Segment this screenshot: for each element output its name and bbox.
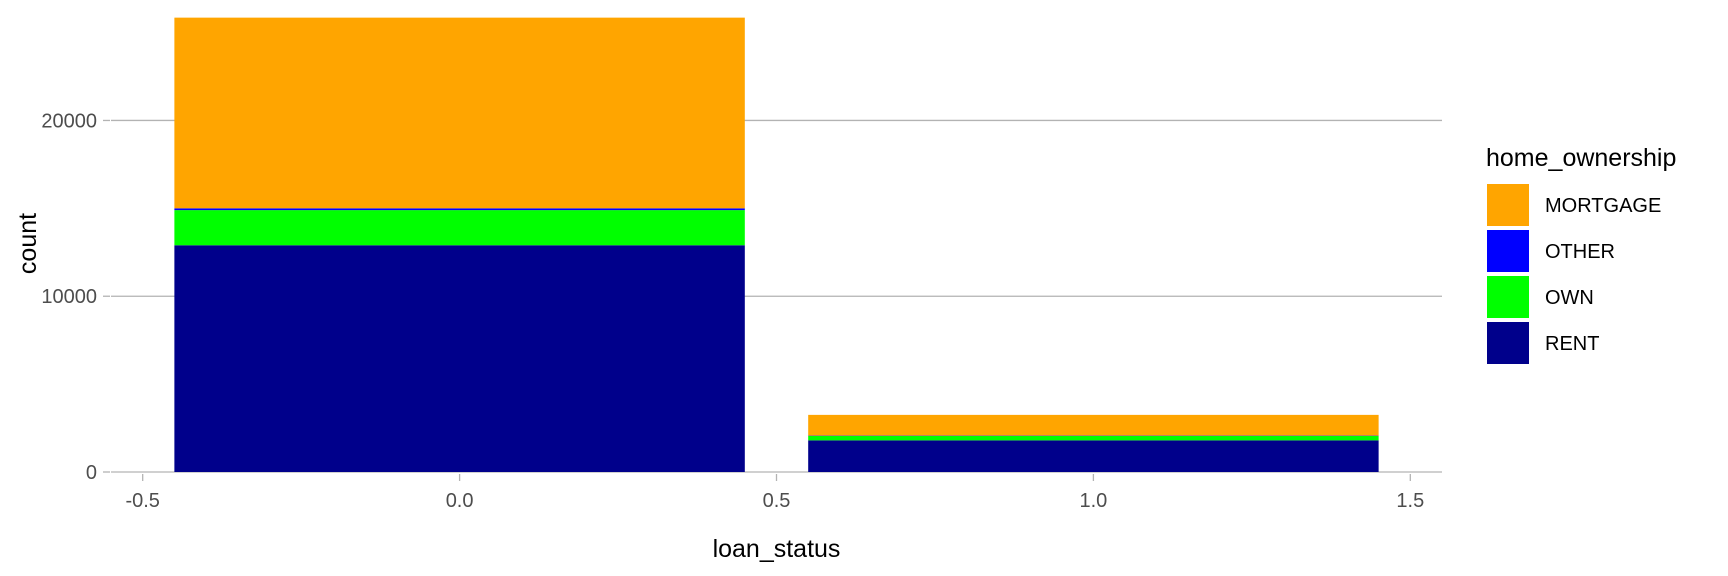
bar-segment-own-1: [808, 435, 1379, 441]
y-axis: 0 10000 20000: [41, 110, 110, 484]
legend-key-own: [1485, 274, 1531, 320]
legend-label-other: OTHER: [1545, 241, 1615, 263]
y-tick-label: 0: [86, 462, 97, 484]
bars: [174, 17, 1379, 472]
bar-segment-mortgage-1: [808, 414, 1379, 436]
legend-key-mortgage: [1485, 182, 1531, 228]
x-tick-label: 0.5: [763, 490, 791, 512]
x-tick-label: 0.0: [446, 490, 474, 512]
x-tick-label: -0.5: [125, 490, 159, 512]
legend: home_ownership MORTGAGE OTHER OWN RENT: [1485, 144, 1676, 366]
bar-segment-rent-0: [174, 245, 745, 472]
x-axis-title: loan_status: [713, 535, 841, 563]
x-tick-label: 1.0: [1079, 490, 1107, 512]
legend-key-other: [1485, 228, 1531, 274]
y-tick-label: 20000: [41, 110, 97, 132]
bar-segment-other-0: [174, 208, 745, 211]
bar-segment-own-0: [174, 210, 745, 246]
legend-label-rent: RENT: [1545, 333, 1599, 355]
y-tick-label: 10000: [41, 286, 97, 308]
y-axis-title: count: [14, 213, 42, 274]
legend-title: home_ownership: [1486, 144, 1676, 172]
x-tick-label: 1.5: [1396, 490, 1424, 512]
legend-key-rent: [1485, 320, 1531, 366]
legend-label-own: OWN: [1545, 287, 1594, 309]
bar-segment-rent-1: [808, 440, 1379, 472]
bar-segment-mortgage-0: [174, 17, 745, 209]
x-axis: -0.5 0.0 0.5 1.0 1.5: [125, 474, 1424, 512]
legend-label-mortgage: MORTGAGE: [1545, 195, 1661, 217]
